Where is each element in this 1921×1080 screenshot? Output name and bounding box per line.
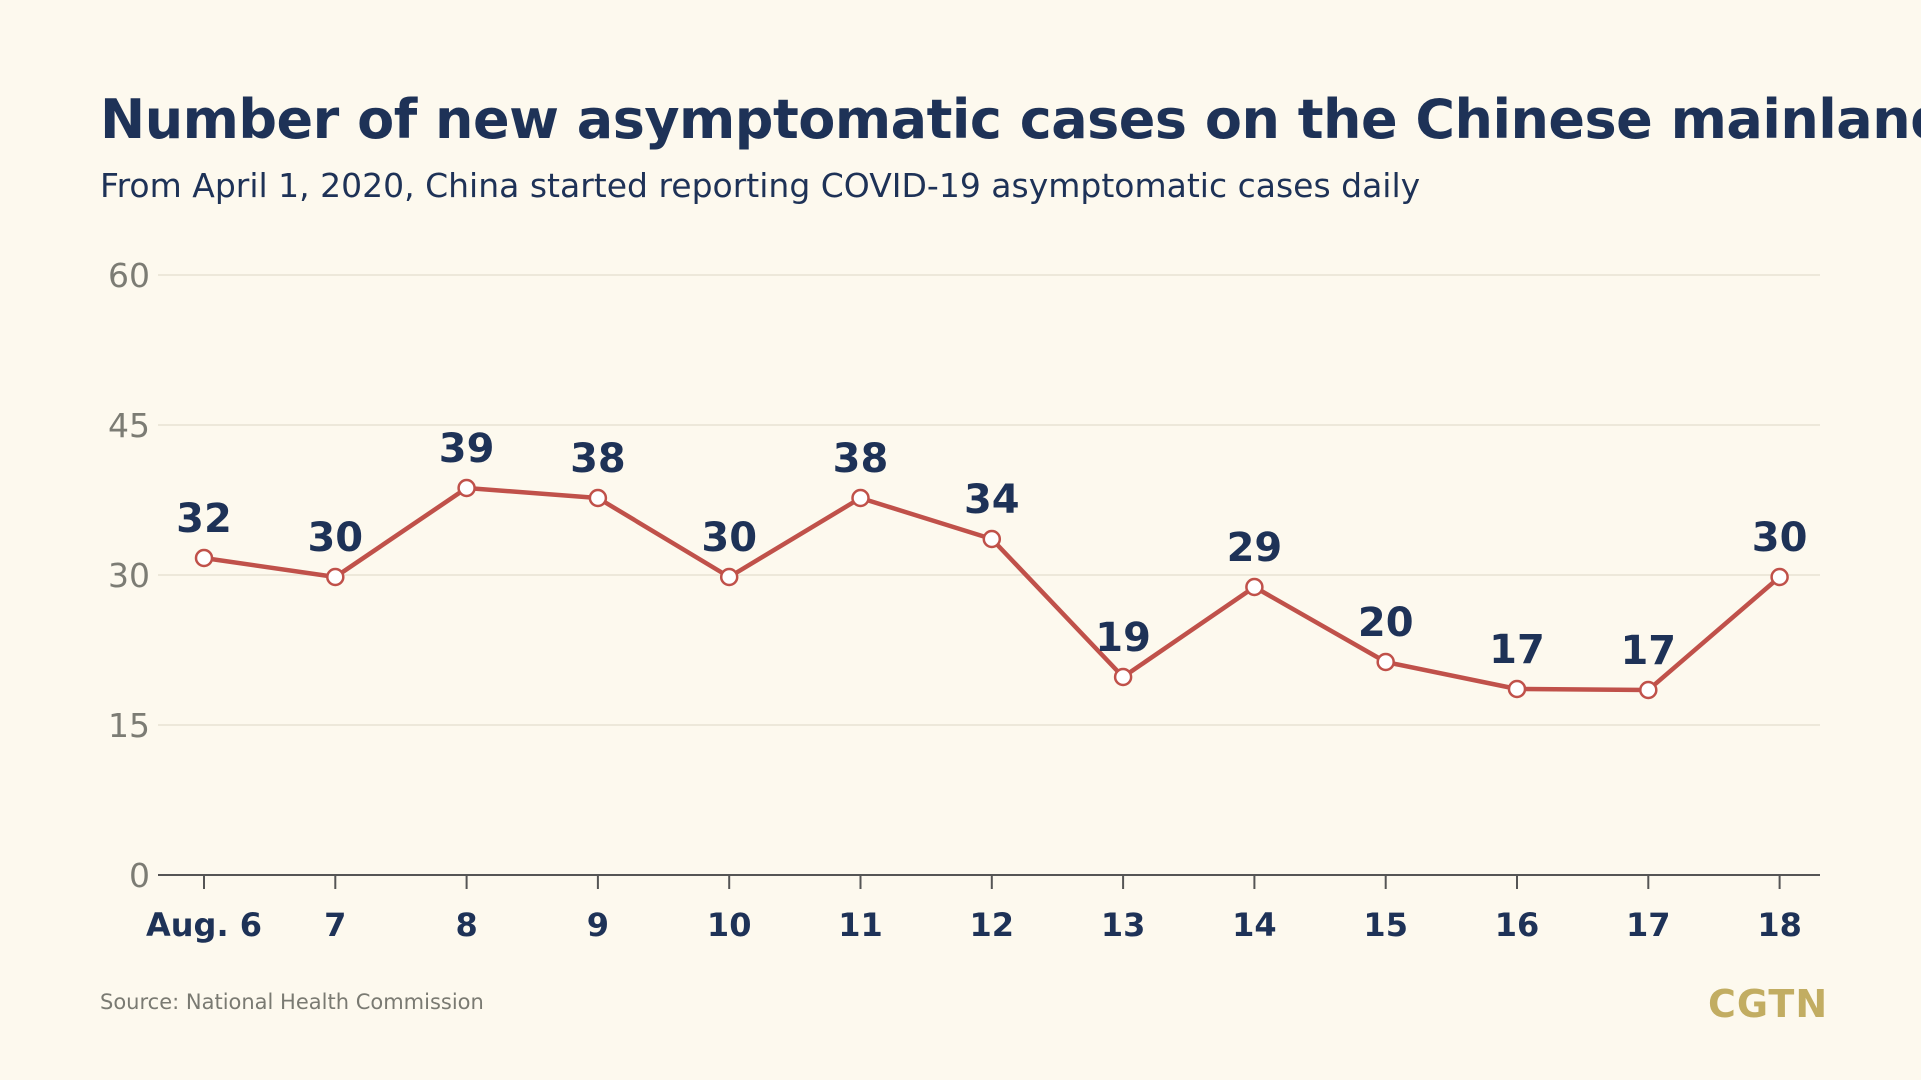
x-tick-label: 7 (324, 906, 346, 944)
data-label: 39 (439, 426, 495, 472)
x-tick-label: 12 (970, 906, 1015, 944)
x-tick-label: 9 (587, 906, 609, 944)
data-point (851, 488, 870, 508)
data-label: 38 (833, 436, 889, 482)
data-points (194, 478, 1789, 700)
y-tick-label: 15 (108, 706, 150, 745)
data-point (1770, 567, 1789, 587)
y-axis-ticks: 0 15 30 45 60 (108, 256, 150, 895)
data-labels: 32 30 39 38 30 38 34 19 29 20 17 17 30 (176, 426, 1807, 674)
x-tick-label: 16 (1495, 906, 1540, 944)
x-tick-label: 18 (1757, 906, 1802, 944)
y-tick-label: 30 (108, 556, 150, 595)
x-tick-label: 8 (455, 906, 477, 944)
data-label: 17 (1620, 628, 1676, 674)
y-tick-label: 0 (129, 856, 150, 895)
x-tick-label: 10 (707, 906, 752, 944)
data-point (1376, 652, 1395, 672)
data-point (719, 567, 739, 587)
data-label: 34 (964, 477, 1020, 523)
chart-subtitle: From April 1, 2020, China started report… (100, 166, 1421, 205)
x-tick-label: 15 (1363, 906, 1408, 944)
cgtn-logo: CGTN (1708, 982, 1829, 1026)
x-tick-label: 14 (1232, 906, 1277, 944)
data-label: 38 (570, 436, 626, 482)
source-note: Source: National Health Commission (100, 990, 484, 1014)
data-point (1639, 680, 1658, 700)
x-axis-ticks: Aug. 6 7 8 9 10 11 12 13 14 15 16 17 18 (146, 875, 1802, 944)
y-tick-label: 60 (108, 256, 150, 295)
data-point (982, 529, 1002, 549)
grid-lines (158, 274, 1820, 726)
chart-title: Number of new asymptomatic cases on the … (100, 88, 1921, 151)
data-point (1507, 679, 1527, 699)
data-point (326, 567, 345, 587)
data-point (1245, 577, 1264, 597)
data-point (588, 488, 608, 508)
data-label: 20 (1358, 600, 1414, 646)
x-tick-label: Aug. 6 (146, 906, 262, 944)
y-tick-label: 45 (108, 406, 150, 445)
data-label: 30 (307, 515, 363, 561)
data-label: 30 (1752, 515, 1808, 561)
data-label: 30 (701, 515, 757, 561)
x-tick-label: 13 (1101, 906, 1146, 944)
data-label: 32 (176, 496, 232, 542)
data-point (1113, 667, 1133, 687)
x-tick-label: 11 (838, 906, 883, 944)
data-label: 17 (1489, 627, 1545, 673)
data-point (194, 548, 214, 568)
x-tick-label: 17 (1626, 906, 1671, 944)
data-label: 19 (1095, 615, 1151, 661)
data-point (457, 478, 476, 498)
data-label: 29 (1227, 525, 1283, 571)
